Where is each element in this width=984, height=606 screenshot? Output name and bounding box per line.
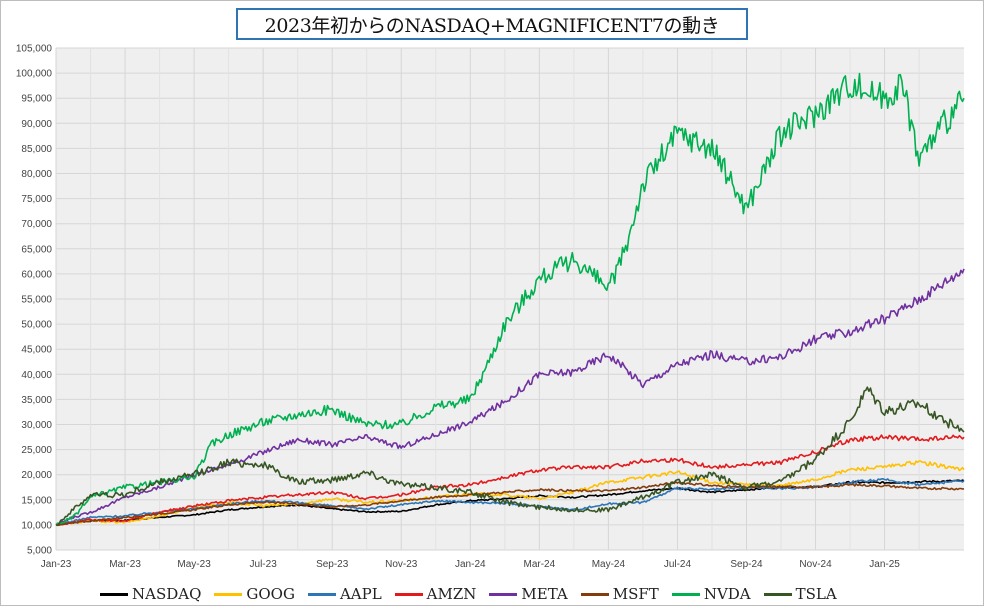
y-tick-label: 60,000 [21,269,52,280]
legend-label: AAPL [339,585,382,603]
y-tick-label: 50,000 [21,320,52,331]
legend-item-msft: MSFT [580,584,659,604]
y-tick-label: 105,000 [16,44,53,55]
legend-label: AMZN [426,585,477,603]
legend-item-goog: GOOG [214,584,295,604]
legend-label: GOOG [246,585,295,603]
legend-label: NVDA [703,585,751,603]
series-line-meta [55,268,965,526]
y-tick-label: 90,000 [21,119,52,130]
y-tick-label: 55,000 [21,295,52,306]
legend-label: TSLA [795,585,837,603]
legend-swatch [489,592,518,596]
legend-item-nvda: NVDA [671,584,751,604]
y-tick-label: 20,000 [21,470,52,481]
y-tick-label: 25,000 [21,445,52,456]
x-tick-label: Jan-24 [455,559,486,570]
y-tick-label: 10,000 [21,520,52,531]
series-line-msft [55,481,965,526]
x-tick-label: Jul-24 [664,559,692,570]
series-lines [55,72,965,527]
legend-item-aapl: AAPL [307,584,382,604]
series-line-amzn [55,434,965,527]
x-tick-label: Mar-23 [109,559,141,570]
x-tick-label: Nov-24 [799,559,832,570]
y-tick-label: 70,000 [21,219,52,230]
x-tick-label: Sep-23 [316,559,349,570]
legend-swatch [307,592,336,596]
legend-item-tsla: TSLA [763,584,837,604]
y-tick-label: 45,000 [21,345,52,356]
y-tick-label: 100,000 [16,69,53,80]
legend-label: NASDAQ [132,585,202,603]
legend-swatch [394,592,423,596]
legend-item-amzn: AMZN [394,584,477,604]
legend-label: META [521,585,568,603]
legend-swatch [100,592,128,596]
x-tick-label: May-23 [177,559,211,570]
y-tick-label: 35,000 [21,395,52,406]
x-axis: Jan-23 Mar-23 May-23 Jul-23 Sep-23 Nov-23 Jan-… [41,559,901,570]
y-tick-label: 30,000 [21,420,52,431]
legend-swatch [580,592,609,596]
x-tick-label: Sep-24 [730,559,763,570]
x-tick-label: Jul-23 [250,559,278,570]
x-tick-label: Mar-24 [524,559,556,570]
legend-swatch [763,592,792,596]
y-tick-label: 65,000 [21,244,52,255]
x-tick-label: Jan-25 [869,559,900,570]
y-axis: 5,000 10,000 15,000 20,000 25,000 30,000 35,00… [16,44,53,557]
legend-item-meta: META [489,584,568,604]
legend-swatch [214,592,243,596]
x-tick-label: May-24 [592,559,626,570]
legend-label: MSFT [612,585,659,603]
y-tick-label: 15,000 [21,495,52,506]
series-line-tsla [55,386,965,526]
y-tick-label: 75,000 [21,194,52,205]
y-tick-label: 95,000 [21,94,52,105]
x-tick-label: Jan-23 [41,559,72,570]
y-tick-label: 85,000 [21,144,52,155]
legend-swatch [671,592,700,596]
legend-item-nasdaq: NASDAQ [100,584,201,604]
legend: NASDAQ GOOG AAPL AMZN META MSFT NVDA TSLA [100,584,960,604]
x-tick-label: Nov-23 [385,559,418,570]
series-line-nvda [55,72,965,526]
series-line-goog [55,460,965,527]
y-tick-label: 80,000 [21,169,52,180]
chart-title: 2023年初からのNASDAQ+MAGNIFICENT7の動き [236,8,748,40]
y-tick-label: 40,000 [21,370,52,381]
grid [55,47,964,551]
y-tick-label: 5,000 [27,546,52,557]
